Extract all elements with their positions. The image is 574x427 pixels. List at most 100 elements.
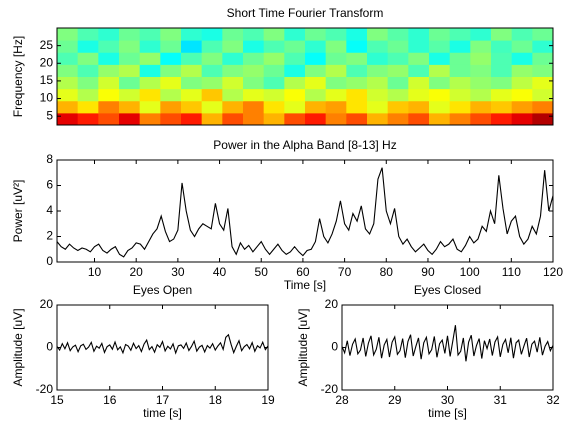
x-tick-label: 18 [209,393,223,407]
x-tick-label: 40 [213,265,227,279]
spectrogram-cell [408,112,430,126]
spectrogram-cell [98,100,120,114]
spectrogram-cell [119,28,141,41]
x-tick-label: 70 [338,265,352,279]
spectrogram-cell [77,100,99,114]
spectrogram-cell [284,112,306,126]
spectrogram-cell [449,52,471,65]
spectrogram-cell [181,76,203,90]
y-tick-label: 0 [46,340,53,354]
spectrogram-cell [139,88,161,102]
spectrogram-cell [408,64,430,77]
spectrogram-cell [449,100,471,114]
spectrogram-cell [491,28,513,41]
panel-title: Eyes Closed [414,283,481,297]
spectrogram-cell [325,100,347,114]
spectrogram-cell [305,88,327,102]
spectrogram-cell [325,64,347,77]
spectrogram-cell [284,88,306,102]
spectrogram-cell [449,112,471,126]
spectrogram-cell [532,28,554,41]
spectrogram-cell [222,112,244,126]
spectrogram-cell [408,76,430,90]
spectrogram-cell [284,52,306,65]
spectrogram-cell [346,52,368,65]
spectrogram-cell [119,112,141,126]
spectrogram-cell [284,100,306,114]
spectrogram-cell [532,100,554,114]
spectrogram-cell [222,88,244,102]
spectrogram-cell [243,40,265,53]
spectrogram-cell [119,88,141,102]
spectrogram-cell [201,76,223,90]
x-axis-label: Time [s] [284,278,326,292]
spectrogram-cell [139,40,161,53]
spectrogram-cell [449,88,471,102]
spectrogram-cell [491,100,513,114]
spectrogram-cell [243,64,265,77]
y-tick-label: 20 [40,297,54,311]
x-tick-label: 30 [171,265,185,279]
x-tick-label: 28 [335,393,349,407]
spectrogram-cell [201,112,223,126]
spectrogram-cell [77,64,99,77]
spectrogram-cell [77,88,99,102]
spectrogram-cell [367,100,389,114]
spectrogram-cell [511,100,533,114]
spectrogram-cell [511,40,533,53]
spectrogram-cell [305,100,327,114]
spectrogram-cell [491,88,513,102]
spectrogram-cell [367,28,389,41]
spectrogram-cell [139,76,161,90]
spectrogram-cell [511,28,533,41]
x-tick-label: 17 [156,393,170,407]
spectrogram-cell [387,64,409,77]
spectrogram-cell [429,40,451,53]
spectrogram-cell [201,28,223,41]
spectrogram-cell [305,40,327,53]
spectrogram-cell [160,64,182,77]
y-tick-label: 0 [46,254,53,268]
spectrogram-cell [387,100,409,114]
spectrogram-cell [429,100,451,114]
spectrogram-cell [119,64,141,77]
spectrogram-cell [387,88,409,102]
signal-line [341,325,554,362]
spectrogram-cell [346,100,368,114]
spectrogram-cell [263,76,285,90]
panel-title: Power in the Alpha Band [8-13] Hz [213,138,396,152]
spectrogram-cell [77,40,99,53]
spectrogram-cell [346,28,368,41]
spectrogram-cell [119,40,141,53]
spectrogram-cell [429,76,451,90]
spectrogram-cell [160,100,182,114]
spectrogram-cell [77,112,99,126]
spectrogram-cell [532,76,554,90]
spectrogram-cell [367,64,389,77]
spectrogram-cell [201,52,223,65]
spectrogram-cell [325,76,347,90]
spectrogram-cell [160,52,182,65]
spectrogram-cell [305,64,327,77]
spectrogram-cell [222,100,244,114]
signal-line [56,167,554,258]
x-tick-label: 110 [502,265,521,279]
spectrogram-cell [98,88,120,102]
spectrogram-cell [408,52,430,65]
spectrogram-cell [470,40,492,53]
spectrogram-cell [139,28,161,41]
spectrogram-cell [305,112,327,126]
spectrogram-cell [160,40,182,53]
y-tick-label: 6 [46,178,53,192]
spectrogram-cell [57,88,79,102]
spectrogram-cell [367,88,389,102]
spectrogram-cell [387,112,409,126]
spectrogram-cell [201,100,223,114]
spectrogram-cell [181,88,203,102]
y-tick-label: -20 [36,382,54,396]
spectrogram-cell [160,112,182,126]
y-tick-label: 10 [40,91,54,105]
spectrogram-cell [57,64,79,77]
spectrogram-cell [470,112,492,126]
spectrogram-cell [532,64,554,77]
